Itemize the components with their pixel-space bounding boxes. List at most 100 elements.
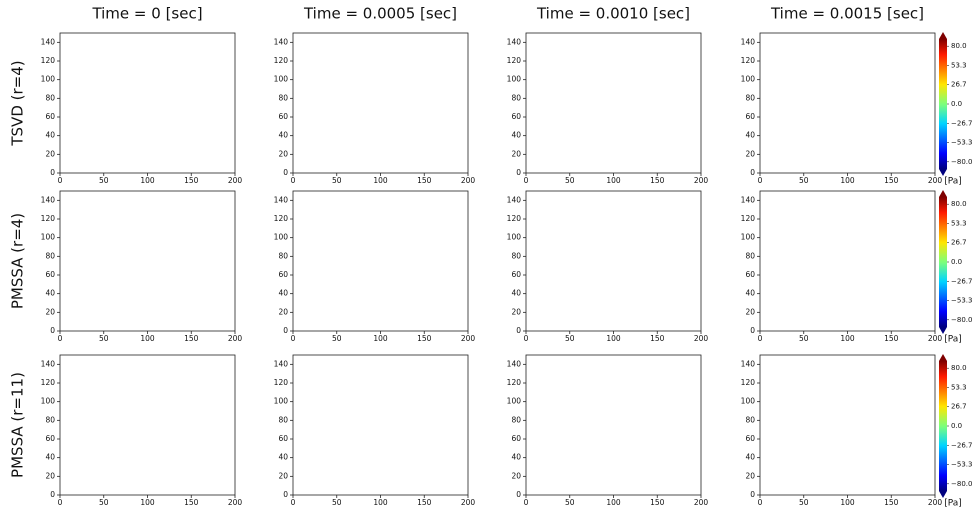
dome-fill [293,355,468,495]
x-tick-label: 150 [650,176,665,185]
y-tick-label: 0 [750,326,755,335]
y-tick-label: 20 [45,149,55,158]
y-tick-label: 60 [45,270,55,279]
y-tick-label: 100 [507,233,522,242]
x-tick-label: 150 [417,334,432,343]
x-tick-label: 150 [884,176,899,185]
band [526,139,701,160]
band [60,443,235,464]
y-tick-label: 20 [278,471,288,480]
y-tick-label: 120 [41,56,56,65]
colorbar-tick-label: 0.0 [951,422,962,430]
y-tick-label: 100 [274,397,289,406]
colorbar-tick-label: 0.0 [951,100,962,108]
y-tick-label: 120 [274,214,289,223]
band [293,260,468,281]
x-tick-label: 0 [758,176,763,185]
colorbar-extend-top [939,354,947,361]
y-tick-label: 60 [278,434,288,443]
y-tick-label: 40 [745,453,755,462]
x-tick-label: 100 [606,498,621,507]
colorbar-extend-bottom [939,169,947,176]
colorbar-unit: [Pa] [944,335,962,345]
y-tick-label: 20 [278,149,288,158]
x-tick-label: 100 [140,334,155,343]
panel [60,191,235,331]
y-tick-label: 40 [511,131,521,140]
plot-frame [760,355,935,495]
y-tick-label: 100 [507,75,522,84]
dome [60,33,235,173]
y-tick-label: 40 [745,131,755,140]
x-tick-label: 150 [884,498,899,507]
field [526,355,701,495]
panel [60,33,235,173]
colorbar-tick-label: 53.3 [951,220,967,228]
y-tick-label: 140 [41,195,56,204]
y-tick-label: 120 [41,378,56,387]
y-tick-label: 0 [50,168,55,177]
y-tick-label: 100 [41,75,56,84]
colorbar-tick-label: −26.7 [951,441,972,449]
y-tick-label: 120 [274,378,289,387]
x-tick-label: 50 [99,498,109,507]
colorbar-tick-label: 53.3 [951,384,967,392]
x-tick-label: 200 [694,498,709,507]
colorbar-tick-label: −53.3 [951,296,972,304]
x-tick-label: 100 [840,334,855,343]
x-tick-label: 100 [840,498,855,507]
band [293,279,468,300]
band [526,260,701,281]
colorbar-extend-bottom [939,491,947,498]
band [60,288,235,309]
x-tick-label: 150 [184,498,199,507]
y-tick-label: 140 [41,37,56,46]
band [526,307,701,328]
y-tick-label: 0 [283,490,288,499]
x-tick-label: 200 [694,334,709,343]
x-tick-label: 100 [840,176,855,185]
band [293,111,468,132]
dome-fill [760,355,935,495]
panel [760,33,935,173]
band [60,461,235,482]
y-tick-label: 40 [278,453,288,462]
panel [526,33,701,173]
band [293,297,468,318]
x-tick-label: 150 [417,498,432,507]
plot-frame [60,191,235,331]
y-tick-label: 80 [745,251,755,260]
dome-fill [526,33,701,173]
y-tick-label: 140 [507,37,522,46]
x-tick-label: 200 [928,498,943,507]
band [60,260,235,281]
colorbar-tick-label: 80.0 [951,200,967,208]
y-tick-label: 140 [41,359,56,368]
colorbar-tick-label: −80.0 [951,316,972,324]
y-tick-label: 80 [511,93,521,102]
y-tick-label: 0 [750,490,755,499]
panel [526,191,701,331]
x-tick-label: 50 [99,176,109,185]
y-tick-label: 120 [507,56,522,65]
colorbar-tick-label: 0.0 [951,258,962,266]
band [293,288,468,309]
dome-fill [526,355,701,495]
band [760,139,935,160]
dome-fill [526,191,701,331]
colorbar-tick-label: 26.7 [951,239,967,247]
y-tick-label: 120 [741,214,756,223]
band [760,424,935,445]
dome-fill [293,33,468,173]
band [760,297,935,318]
y-tick-label: 100 [507,397,522,406]
panel [760,191,935,331]
field [60,33,235,173]
y-tick-label: 0 [516,326,521,335]
column-title: Time = 0 [sec] [91,5,202,23]
y-tick-label: 40 [278,131,288,140]
colorbar-tick-label: 53.3 [951,62,967,70]
band [526,424,701,445]
band [526,121,701,142]
band [526,461,701,482]
